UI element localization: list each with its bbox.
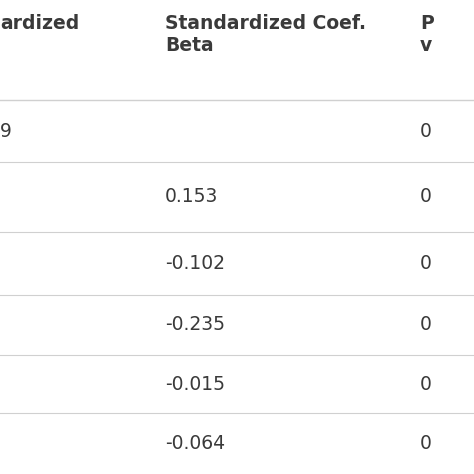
Text: 0: 0 (420, 121, 432, 140)
Text: -0.064: -0.064 (165, 434, 225, 453)
Text: 0.153: 0.153 (165, 188, 219, 207)
Text: 0: 0 (420, 188, 432, 207)
Text: 0: 0 (420, 434, 432, 453)
Text: 0: 0 (420, 374, 432, 393)
Text: -0.235: -0.235 (165, 316, 225, 335)
Text: -0.102: -0.102 (165, 254, 225, 273)
Text: Standardized Coef.
Beta: Standardized Coef. Beta (165, 14, 366, 55)
Text: 0: 0 (420, 316, 432, 335)
Text: 9: 9 (0, 121, 12, 140)
Text: -0.015: -0.015 (165, 374, 225, 393)
Text: ardized: ardized (0, 14, 79, 33)
Text: P
v: P v (420, 14, 434, 55)
Text: 0: 0 (420, 254, 432, 273)
